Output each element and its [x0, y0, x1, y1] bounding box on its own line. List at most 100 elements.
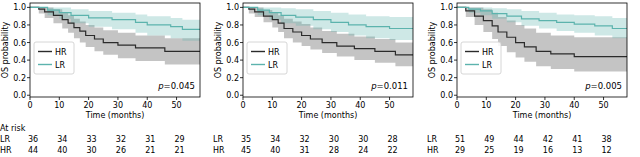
at-risk-count: 44: [28, 146, 38, 155]
figure: 0 10 20 30 40 50 0.0 0.2 0.4 0.6 0.8 1.0 Time (month…: [0, 0, 640, 157]
y-axis-label: OS probability: [1, 21, 10, 78]
legend-box: [461, 42, 501, 74]
at-risk-count: 45: [241, 146, 251, 155]
y-tick-label: 0.0: [226, 91, 239, 100]
y-tick-label: 0.8: [13, 21, 26, 30]
y-tick-label: 0.8: [226, 21, 239, 30]
y-tick: [454, 60, 457, 61]
annotation: p=0.045: [157, 81, 195, 91]
x-tick-label: 20: [297, 101, 307, 110]
y-tick-label: 0.2: [226, 74, 239, 83]
x-tick-label: 10: [481, 101, 491, 110]
x-tick: [176, 97, 177, 100]
x-tick: [88, 97, 89, 100]
y-tick: [27, 95, 30, 96]
x-tick-label: 20: [84, 101, 94, 110]
at-risk-count: 51: [455, 135, 465, 144]
legend: HRLR: [247, 42, 287, 74]
x-tick: [301, 97, 302, 100]
at-risk-count: 44: [514, 135, 524, 144]
at-risk-count: 24: [358, 146, 368, 155]
legend-box: [34, 42, 74, 74]
plot-area: [30, 7, 200, 64]
x-tick: [360, 97, 361, 100]
at-risk-count: 19: [514, 146, 524, 155]
at-risk-count: 30: [358, 135, 368, 144]
at-risk-count: 22: [387, 146, 397, 155]
legend-box: [247, 42, 287, 74]
at-risk-count: 16: [543, 146, 553, 155]
legend-swatch: [465, 51, 479, 52]
y-tick-label: 0.4: [13, 56, 26, 65]
y-tick: [240, 60, 243, 61]
at-risk-count: 34: [270, 135, 280, 144]
y-tick-label: 0.0: [440, 91, 453, 100]
x-tick: [515, 97, 516, 100]
x-tick-label: 0: [27, 101, 32, 110]
y-tick: [27, 42, 30, 43]
at-risk-count: 40: [270, 146, 280, 155]
at-risk-count: 30: [329, 135, 339, 144]
survival-curve: [457, 7, 627, 28]
at-risk-count: 40: [57, 146, 67, 155]
y-tick: [454, 42, 457, 43]
x-axis-label: Time (months): [512, 111, 572, 120]
x-tick: [457, 97, 458, 100]
legend-label: LR: [482, 61, 492, 70]
at-risk-count: 42: [543, 135, 553, 144]
at-risk-count: 32: [116, 135, 126, 144]
at-risk-row-label: LR: [427, 135, 437, 144]
at-risk-count: 21: [174, 146, 184, 155]
legend-swatch: [38, 64, 52, 65]
x-tick-label: 30: [540, 101, 550, 110]
y-tick: [454, 77, 457, 78]
y-tick-label: 0.6: [13, 39, 26, 48]
y-tick: [27, 60, 30, 61]
at-risk-row-label: LR: [213, 135, 223, 144]
at-risk-count: 12: [601, 146, 611, 155]
y-tick: [240, 77, 243, 78]
x-tick-label: 50: [598, 101, 608, 110]
y-tick: [27, 77, 30, 78]
legend-swatch: [251, 64, 265, 65]
chart: 010203040500.00.20.40.60.81.0Time (month…: [213, 3, 413, 155]
y-tick: [27, 24, 30, 25]
y-tick-label: 0.2: [13, 74, 26, 83]
annotation: p=0.011: [370, 81, 408, 91]
x-tick-label: 40: [569, 101, 579, 110]
at-risk-count: 29: [174, 135, 184, 144]
y-tick: [454, 24, 457, 25]
y-tick-label: 0.4: [440, 56, 453, 65]
frame: [457, 3, 627, 97]
x-tick-label: 40: [142, 101, 152, 110]
legend-swatch: [465, 64, 479, 65]
y-tick: [240, 24, 243, 25]
x-axis-label: Time (months): [85, 111, 145, 120]
y-tick-label: 0.4: [226, 56, 239, 65]
annotation-part: =0.005: [591, 81, 622, 91]
legend-swatch: [38, 51, 52, 52]
y-tick-label: 1.0: [13, 3, 26, 12]
survival-curve: [30, 7, 200, 29]
y-tick: [454, 95, 457, 96]
at-risk-count: 49: [484, 135, 494, 144]
at-risk-count: 32: [300, 135, 310, 144]
x-tick-label: 0: [240, 101, 245, 110]
x-tick-label: 50: [384, 101, 394, 110]
confidence-band: [457, 7, 627, 71]
legend-label: LR: [55, 61, 65, 70]
confidence-band: [243, 7, 413, 40]
x-tick-label: 40: [355, 101, 365, 110]
y-tick-label: 0.8: [440, 21, 453, 30]
at-risk-row-label: HR: [427, 146, 439, 155]
y-tick: [27, 7, 30, 8]
confidence-band: [30, 7, 200, 40]
at-risk-count: 35: [241, 135, 251, 144]
at-risk-title: At risk: [0, 124, 26, 133]
x-tick: [272, 97, 273, 100]
x-tick: [117, 97, 118, 100]
y-tick: [240, 42, 243, 43]
legend-label: HR: [268, 48, 280, 57]
at-risk-count: 25: [484, 146, 494, 155]
x-tick-label: 30: [326, 101, 336, 110]
